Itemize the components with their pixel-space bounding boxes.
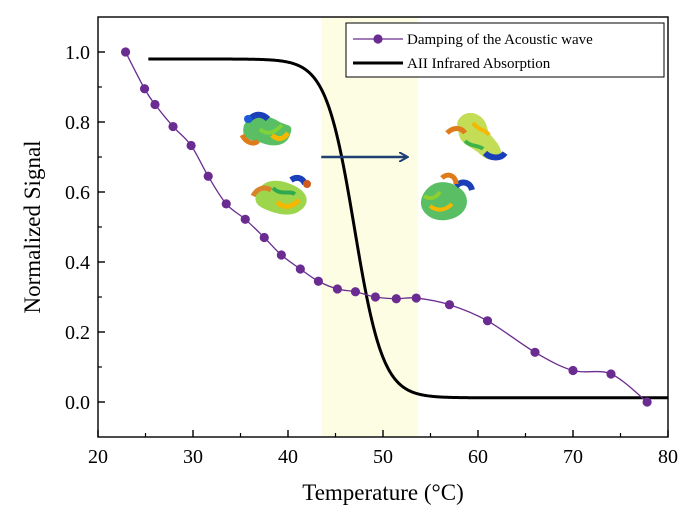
- y-tick-label: 0.8: [65, 112, 90, 134]
- data-point-acoustic-damping: [482, 316, 493, 326]
- data-point-acoustic-damping: [120, 47, 131, 57]
- x-tick-label: 40: [278, 446, 298, 468]
- x-tick-label: 80: [658, 446, 678, 468]
- protein-structure-icon: [239, 111, 292, 146]
- data-point-acoustic-damping: [240, 214, 250, 224]
- x-tick-label: 70: [563, 446, 583, 468]
- data-point-acoustic-damping: [150, 99, 160, 110]
- data-point-acoustic-damping: [313, 276, 323, 286]
- series-line-infrared-absorption: [147, 57, 668, 400]
- x-tick-label: 60: [468, 446, 488, 468]
- legend-swatch-marker: [373, 34, 383, 44]
- y-tick-label: 0.4: [65, 252, 90, 274]
- data-point-acoustic-damping: [139, 84, 150, 94]
- x-axis-title: Temperature (°C): [302, 480, 463, 505]
- data-point-acoustic-damping: [259, 232, 269, 243]
- highlight-band: [321, 17, 419, 437]
- protein-structure-images: [239, 111, 508, 221]
- y-tick-label: 1.0: [65, 42, 90, 64]
- x-tick-label: 30: [183, 446, 203, 468]
- legend-label: AII Infrared Absorption: [407, 56, 551, 72]
- data-point-acoustic-damping: [411, 293, 421, 303]
- y-tick-label: 0.6: [65, 182, 90, 204]
- legend: Damping of the Acoustic wave AII Infrared…: [345, 22, 665, 78]
- data-point-acoustic-damping: [203, 171, 213, 181]
- data-point-acoustic-damping: [350, 287, 361, 297]
- protein-structure-icon: [420, 172, 475, 221]
- data-point-acoustic-damping: [642, 397, 652, 407]
- data-point-acoustic-damping: [276, 250, 286, 260]
- protein-structure-icon: [445, 112, 508, 161]
- x-tick-label: 20: [88, 446, 108, 468]
- x-tick-label: 50: [373, 446, 393, 468]
- data-point-acoustic-damping: [186, 140, 196, 151]
- data-point-acoustic-damping: [295, 264, 305, 274]
- data-point-acoustic-damping: [391, 294, 401, 304]
- data-point-acoustic-damping: [168, 121, 178, 132]
- legend-box: [345, 22, 665, 78]
- legend-label: Damping of the Acoustic wave: [407, 32, 593, 48]
- data-point-acoustic-damping: [221, 199, 231, 209]
- data-point-acoustic-damping: [444, 300, 455, 310]
- data-point-acoustic-damping: [568, 365, 578, 376]
- data-point-acoustic-damping: [530, 347, 540, 357]
- y-tick-label: 0.0: [65, 392, 90, 414]
- y-axis-title: Normalized Signal: [20, 140, 45, 313]
- y-tick-label: 0.2: [65, 322, 90, 344]
- data-point-acoustic-damping: [332, 284, 342, 294]
- data-point-acoustic-damping: [606, 369, 616, 379]
- data-point-acoustic-damping: [370, 292, 380, 302]
- protein-structure-icon: [250, 174, 311, 215]
